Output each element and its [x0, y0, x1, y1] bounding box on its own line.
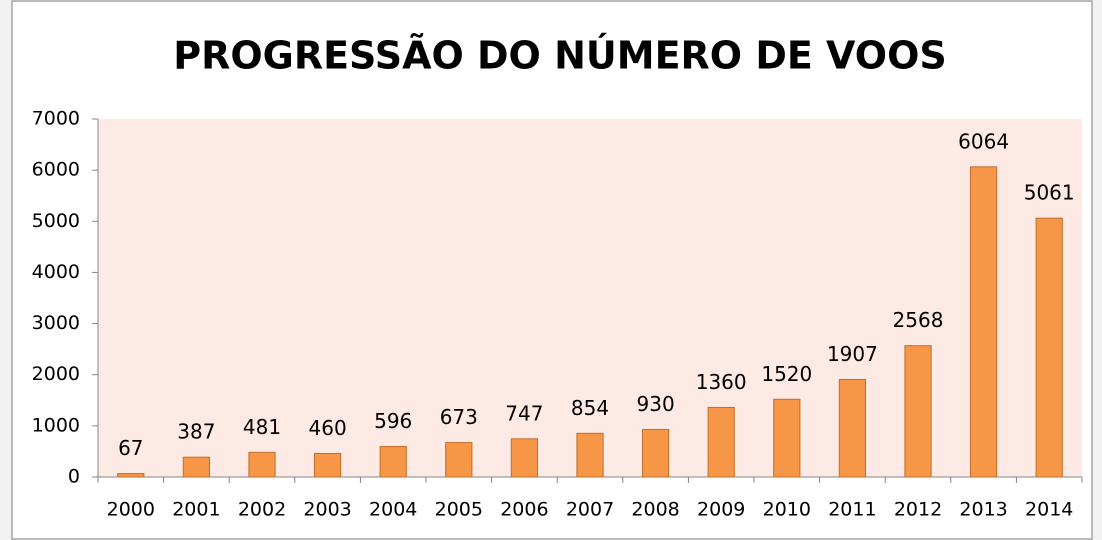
- bar: [773, 398, 801, 478]
- bar: [904, 345, 932, 478]
- bar: [379, 446, 407, 478]
- data-label: 596: [374, 409, 412, 433]
- x-tick-label: 2008: [631, 499, 679, 521]
- bar: [1035, 217, 1063, 478]
- x-tick-label: 2012: [894, 499, 942, 521]
- data-label: 1520: [761, 362, 812, 386]
- data-label: 460: [309, 416, 347, 440]
- y-tick-label: 5000: [32, 210, 80, 232]
- x-tick-label: 2009: [697, 499, 745, 521]
- data-label: 930: [637, 392, 675, 416]
- data-label: 1907: [827, 342, 878, 366]
- data-label: 2568: [893, 308, 944, 332]
- x-tick-label: 2004: [369, 499, 417, 521]
- bar: [248, 451, 276, 478]
- bar: [445, 442, 473, 478]
- chart-title: PROGRESSÃO DO NÚMERO DE VOOS: [173, 34, 947, 78]
- x-tick-label: 2001: [172, 499, 220, 521]
- y-tick-label: 3000: [32, 312, 80, 334]
- y-tick-label: 1000: [32, 414, 80, 436]
- x-tick-label: 2011: [828, 499, 876, 521]
- bar: [182, 456, 211, 478]
- data-label: 854: [571, 396, 609, 420]
- x-tick-label: 2007: [566, 499, 614, 521]
- bar: [969, 166, 998, 478]
- y-tick-label: 2000: [32, 363, 80, 385]
- data-label: 673: [440, 405, 478, 429]
- x-tick-label: 2002: [238, 499, 286, 521]
- bar: [838, 378, 867, 478]
- bar: [576, 432, 604, 478]
- data-label: 5061: [1024, 181, 1075, 205]
- data-label: 1360: [696, 370, 747, 394]
- y-tick-label: 6000: [32, 159, 80, 181]
- y-tick-label: 7000: [32, 108, 80, 130]
- bar: [117, 473, 145, 478]
- x-tick-label: 2014: [1025, 499, 1073, 521]
- y-tick-label: 0: [68, 466, 80, 488]
- bar: [707, 406, 735, 478]
- bar: [641, 428, 670, 478]
- bar: [313, 452, 342, 478]
- data-label: 747: [505, 401, 543, 425]
- bar: [510, 438, 539, 478]
- data-label: 481: [243, 415, 281, 439]
- data-label: 67: [118, 436, 143, 460]
- data-label: 6064: [958, 129, 1009, 153]
- x-tick-label: 2003: [303, 499, 351, 521]
- y-tick-label: 4000: [32, 261, 80, 283]
- x-tick-label: 2000: [107, 499, 155, 521]
- x-tick-label: 2006: [500, 499, 548, 521]
- x-tick-label: 2010: [763, 499, 811, 521]
- x-tick-label: 2013: [959, 499, 1007, 521]
- x-tick-label: 2005: [435, 499, 483, 521]
- data-label: 387: [177, 420, 215, 444]
